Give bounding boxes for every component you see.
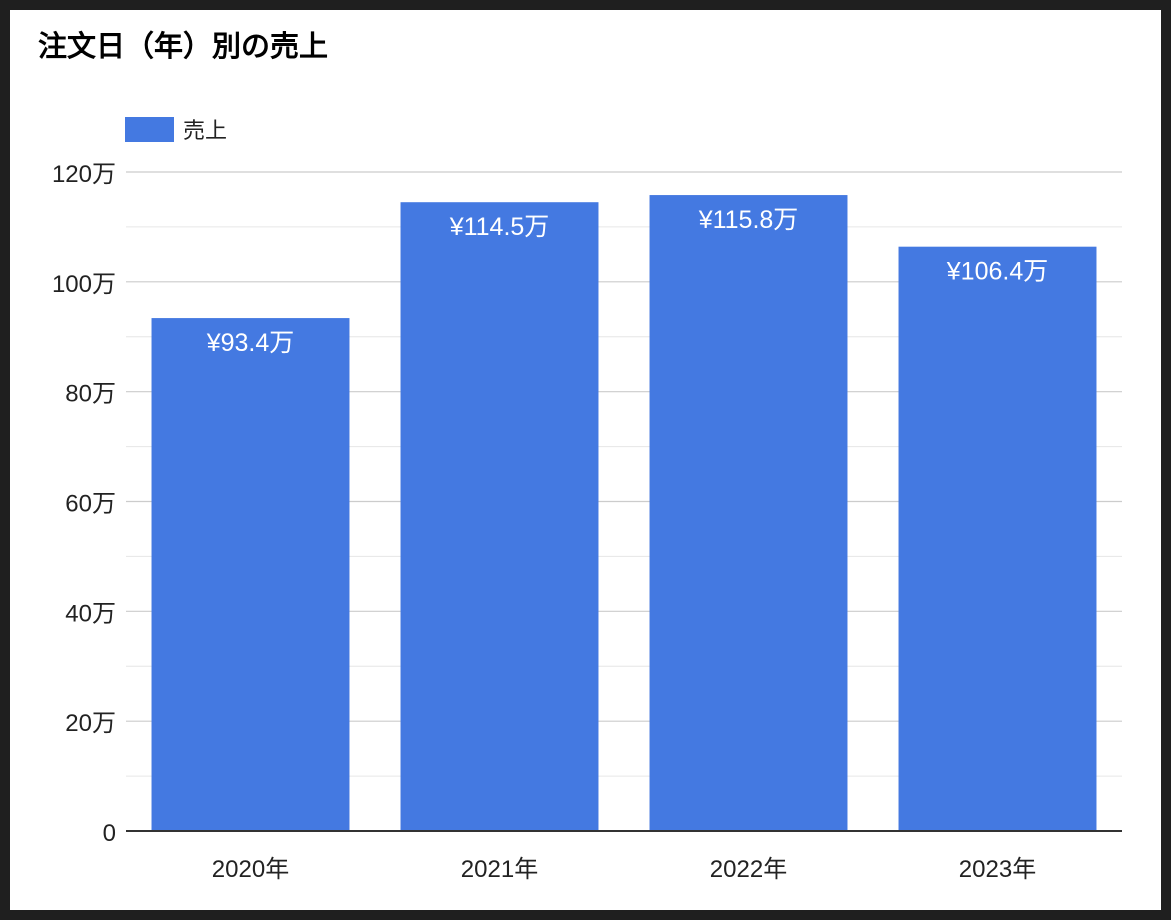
legend-swatch [125,117,174,142]
x-tick-label: 2021年 [461,856,538,883]
bars [151,195,1097,832]
bar-value-label: ¥114.5万 [449,213,550,241]
x-tick-label: 2023年 [959,856,1036,883]
y-tick-label: 120万 [52,161,116,188]
legend-label: 売上 [183,118,227,143]
bar [649,195,848,831]
y-tick-label: 40万 [65,600,116,627]
bar-value-label: ¥106.4万 [946,258,1048,286]
bar [400,202,599,831]
bar [898,246,1097,832]
y-tick-label: 60万 [65,491,116,518]
y-tick-label: 100万 [52,271,116,298]
x-tick-label: 2020年 [212,856,289,883]
legend: 売上 [125,117,227,143]
bar-labels: ¥93.4万 ¥114.5万 ¥115.8万 ¥106.4万 [206,206,1049,357]
bar-chart: ¥93.4万 ¥114.5万 ¥115.8万 ¥106.4万 0 20万 40万 60万 80… [52,117,1122,883]
bar-value-label: ¥115.8万 [698,206,799,234]
chart-card: 注文日（年）別の売上 ¥93.4万 ¥114.5万 ¥115.8万 ¥106.4万 0… [10,10,1161,910]
bar-value-label: ¥93.4万 [206,329,295,357]
y-tick-label: 80万 [65,381,116,408]
axes: 0 20万 40万 60万 80万 100万 120万 2020年 2021年 2022年 2023… [52,161,1122,883]
y-tick-label: 20万 [65,710,116,737]
chart-title: 注文日（年）別の売上 [38,29,329,63]
bar [151,318,350,831]
y-tick-label: 0 [103,820,116,847]
x-tick-label: 2022年 [710,856,787,883]
